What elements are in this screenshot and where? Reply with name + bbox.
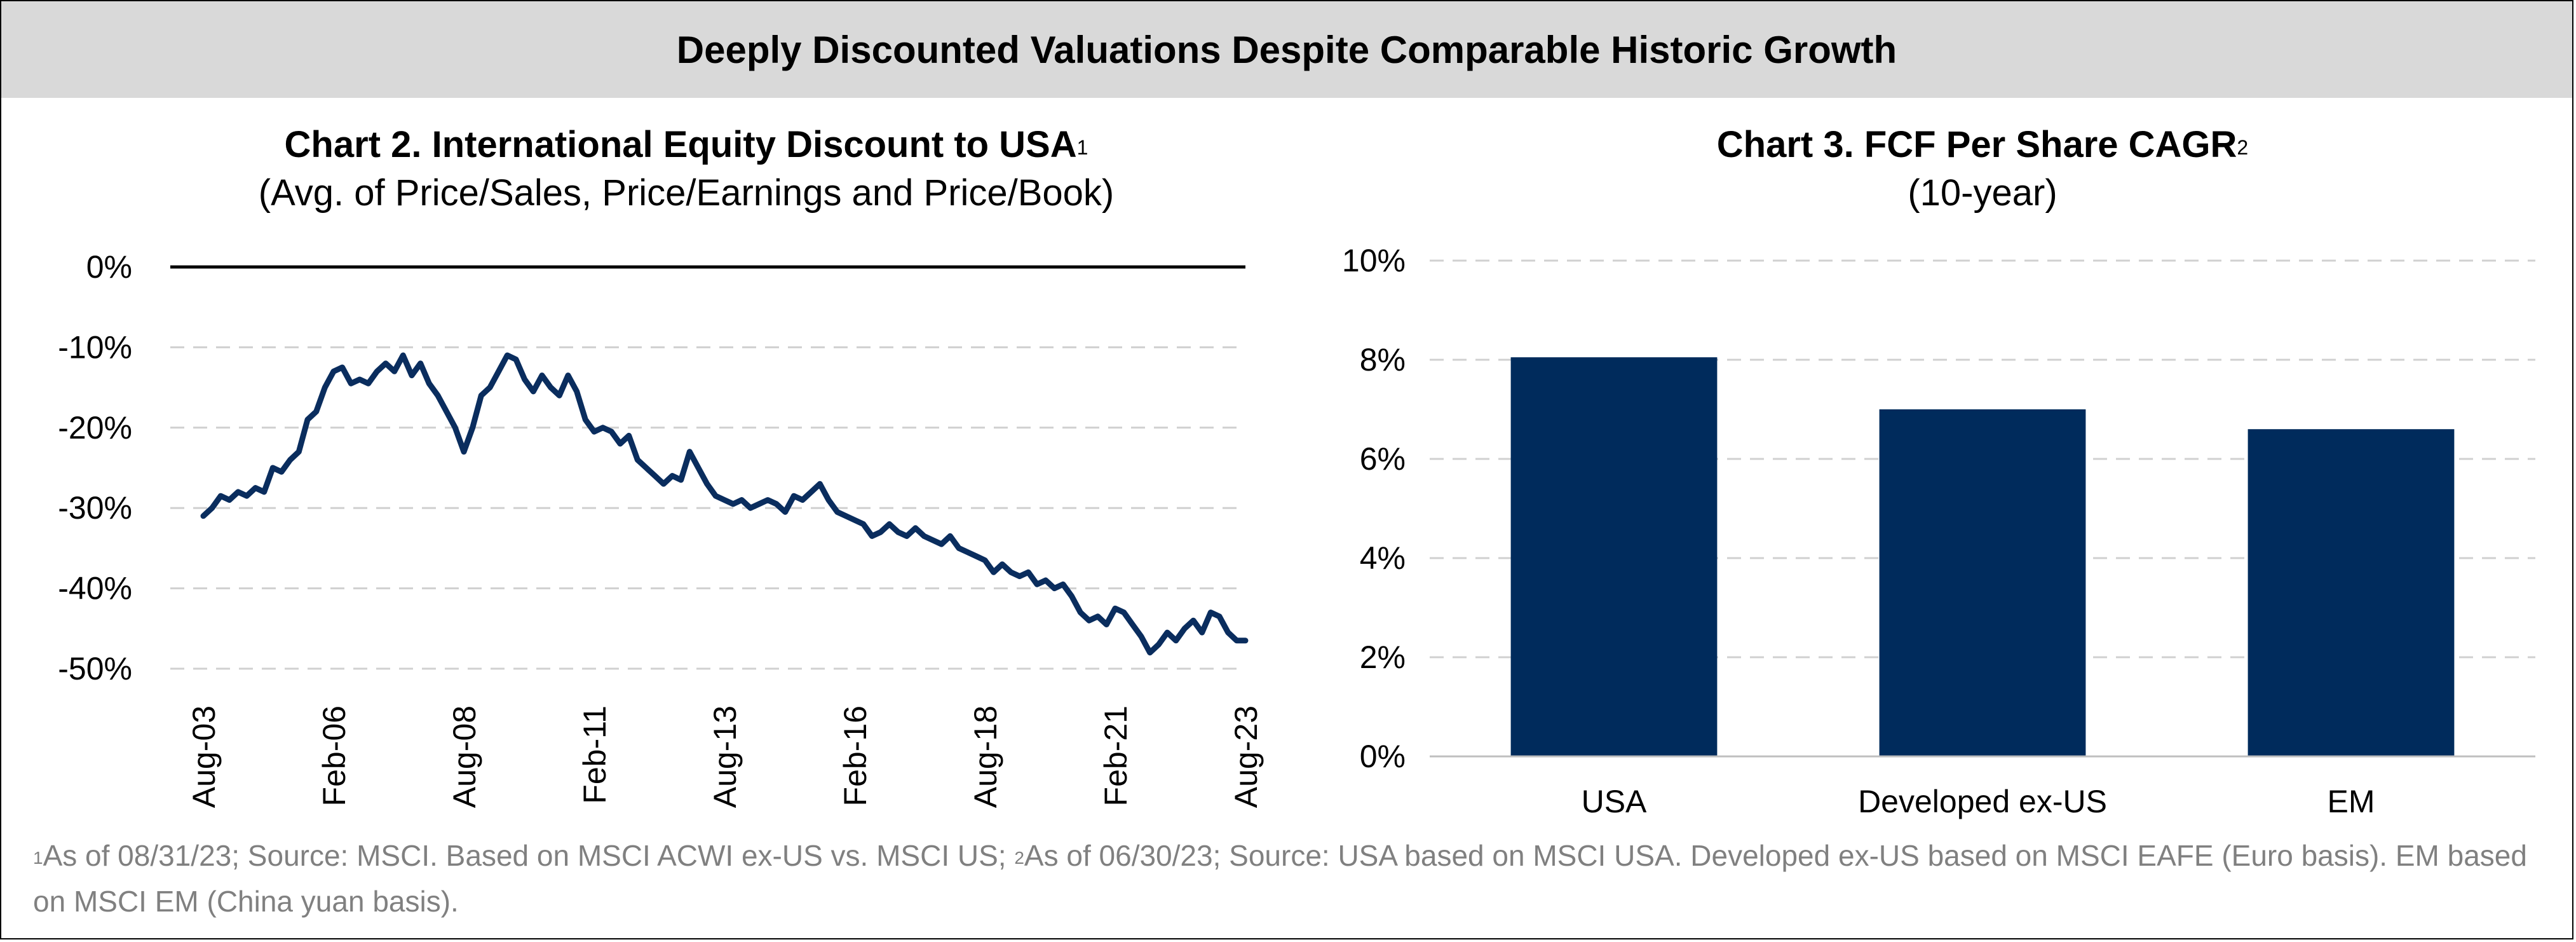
chart3-category-label: EM (2328, 784, 2375, 819)
chart2-x-tick-label: Aug-03 (186, 706, 222, 808)
chart3-y-tick-label: 6% (1360, 441, 1406, 477)
chart2-y-tick-label: -10% (58, 329, 132, 365)
chart2-x-tick-label: Aug-23 (1228, 706, 1264, 808)
banner-title: Deeply Discounted Valuations Despite Com… (1, 1, 2572, 98)
chart2-x-tick-label: Feb-21 (1098, 706, 1134, 806)
chart3-title-footnote-mark: 2 (2237, 136, 2249, 159)
chart2-x-tick-label: Feb-06 (316, 706, 352, 806)
chart2-subtitle: (Avg. of Price/Sales, Price/Earnings and… (258, 172, 1115, 214)
footnote-text-2: As of 06/30/23; Source: USA based on MSC… (33, 839, 2527, 918)
chart3-category-label: USA (1582, 784, 1647, 819)
footnote-text-1: As of 08/31/23; Source: MSCI. Based on M… (43, 839, 1015, 872)
chart2-plot: 0% -10% -20% -30% -40% -50% Aug-03 Feb-06 Aug-08… (58, 249, 1264, 808)
chart2-x-tick-label: Feb-16 (837, 706, 873, 806)
chart2-x-tick-label: Aug-13 (707, 706, 743, 808)
chart2-y-tick-label: 0% (86, 249, 132, 285)
chart2-y-tick-label: -20% (58, 410, 132, 446)
chart2-x-tick-label: Aug-18 (968, 706, 1003, 808)
chart3-y-tick-label: 4% (1360, 540, 1406, 576)
chart2-y-tick-label: -40% (58, 571, 132, 606)
chart2-x-tick-label: Aug-08 (447, 706, 482, 808)
chart2-x-tick: Aug-23 (1228, 706, 1264, 808)
chart2-series-line (200, 352, 1249, 656)
chart2-x-tick: Feb-21 (1098, 706, 1134, 806)
chart2-x-tick: Feb-06 (316, 706, 352, 806)
chart2-x-tick: Feb-16 (837, 706, 873, 806)
chart3-bar (2247, 429, 2455, 756)
chart3-plot: 0% 2% 4% 6% 8% 10% USA Developed ex-US EM (1342, 243, 2535, 819)
chart2-x-tick: Aug-03 (186, 706, 222, 808)
chart3-y-tick-label: 8% (1360, 342, 1406, 378)
chart3-title-line: Chart 3. FCF Per Share CAGR2 (1423, 121, 2542, 169)
chart3-y-tick-label: 0% (1360, 739, 1406, 774)
footnote: 1As of 08/31/23; Source: MSCI. Based on … (33, 833, 2543, 924)
chart3-y-tick-label: 2% (1360, 639, 1406, 675)
chart3-heading: Chart 3. FCF Per Share CAGR2 (10-year) (1423, 121, 2542, 217)
chart2-x-tick: Aug-13 (707, 706, 743, 808)
chart2-x-tick: Feb-11 (577, 706, 613, 804)
chart3-subtitle: (10-year) (1908, 172, 2057, 214)
chart2-x-tick: Aug-18 (968, 706, 1003, 808)
chart3-y-tick-label: 10% (1342, 243, 1406, 278)
footnote-mark-1: 1 (33, 848, 43, 868)
chart2-y-tick-label: -50% (58, 651, 132, 686)
footnote-mark-2: 2 (1014, 848, 1024, 868)
chart2-heading: Chart 2. International Equity Discount t… (127, 121, 1245, 217)
chart2-title-footnote-mark: 1 (1076, 136, 1088, 159)
chart3-bar (1510, 357, 1718, 756)
chart3-category-label: Developed ex-US (1858, 784, 2107, 819)
chart3-title: Chart 3. FCF Per Share CAGR (1716, 124, 2237, 165)
chart2-title: Chart 2. International Equity Discount t… (284, 124, 1077, 165)
chart2-title-line: Chart 2. International Equity Discount t… (127, 121, 1245, 169)
chart2-x-tick-label: Feb-11 (577, 706, 613, 804)
chart2-y-tick-label: -30% (58, 490, 132, 526)
chart3-bar (1879, 409, 2086, 756)
chart2-x-tick: Aug-08 (447, 706, 482, 808)
